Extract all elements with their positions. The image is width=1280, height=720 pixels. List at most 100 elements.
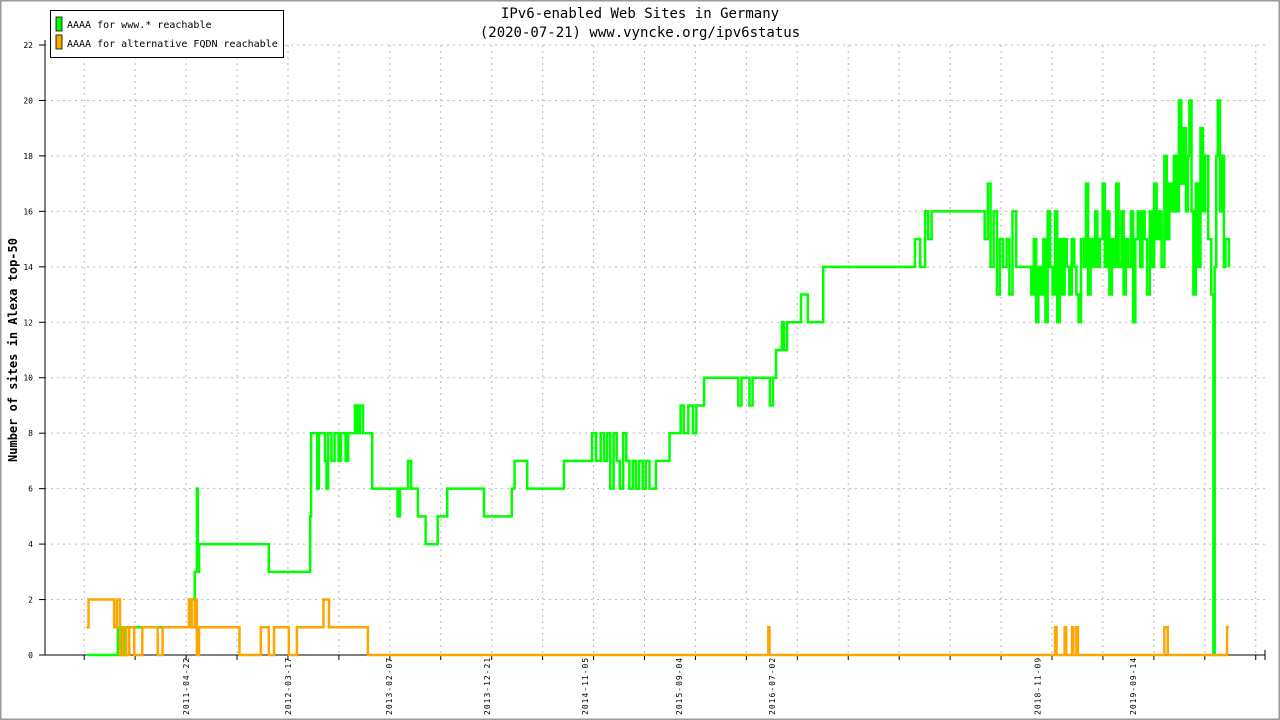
data-point: [1199, 127, 1202, 129]
data-point: [1070, 238, 1073, 240]
data-point: [740, 376, 743, 379]
data-point: [1127, 266, 1130, 268]
data-point: [914, 238, 916, 240]
data-point: [327, 432, 329, 434]
data-point: [1030, 293, 1033, 296]
data-point: [322, 432, 325, 434]
data-point: [1202, 210, 1204, 213]
data-point: [1122, 293, 1125, 296]
data-point: [1046, 210, 1049, 213]
data-point: [786, 321, 788, 324]
data-point: [737, 404, 740, 407]
data-point: [238, 654, 241, 656]
data-point: [1058, 238, 1061, 240]
data-point: [1054, 210, 1056, 213]
data-point: [996, 293, 998, 296]
data-point: [563, 460, 565, 462]
data-point: [133, 654, 136, 656]
data-point: [1066, 266, 1068, 268]
data-point: [526, 487, 528, 490]
data-point: [268, 654, 270, 656]
data-point: [359, 404, 361, 407]
data-point: [1228, 266, 1230, 268]
data-point: [1015, 266, 1017, 268]
data-point: [751, 376, 754, 379]
data-point: [1073, 266, 1076, 268]
y-tick-label: 0: [28, 651, 33, 660]
data-point: [1190, 210, 1193, 213]
x-tick-label: 2013-12-21: [483, 657, 492, 715]
data-point: [333, 432, 336, 434]
data-point: [606, 432, 608, 434]
data-point: [1182, 127, 1185, 129]
data-point: [161, 626, 164, 629]
data-point: [1195, 182, 1197, 185]
data-point: [268, 571, 270, 573]
data-point: [1089, 238, 1092, 240]
data-point: [1077, 321, 1080, 324]
data-point: [347, 432, 349, 434]
data-point: [679, 404, 682, 407]
data-point: [424, 543, 427, 545]
data-point: [628, 487, 631, 490]
data-point: [1087, 293, 1089, 296]
data-point: [1082, 266, 1085, 268]
data-point: [1153, 182, 1155, 185]
y-tick-label: 4: [28, 540, 33, 549]
data-point: [919, 266, 921, 268]
data-point: [197, 571, 199, 573]
data-point: [513, 460, 516, 462]
data-point: [446, 487, 449, 490]
x-tick-label: 2018-11-09: [1033, 657, 1042, 715]
data-point: [1149, 210, 1151, 213]
data-point: [1077, 654, 1079, 656]
data-point: [314, 432, 317, 434]
data-point: [1120, 210, 1123, 213]
data-point: [310, 432, 312, 434]
data-point: [1117, 266, 1120, 268]
data-point: [1099, 238, 1101, 240]
data-point: [775, 349, 777, 351]
data-point: [1085, 182, 1087, 185]
x-tick-label: 2013-02-07: [385, 657, 394, 715]
data-point: [769, 404, 771, 407]
y-tick-label: 22: [23, 41, 33, 50]
data-point: [296, 626, 298, 629]
data-point: [1170, 210, 1173, 213]
data-point: [1055, 654, 1058, 656]
data-point: [122, 626, 124, 629]
data-point: [328, 626, 330, 629]
data-point: [1141, 210, 1144, 213]
data-point: [410, 487, 412, 490]
data-point: [595, 460, 597, 462]
data-point: [768, 654, 771, 656]
data-point: [1210, 293, 1213, 296]
data-point: [1042, 238, 1045, 240]
data-point: [668, 432, 671, 434]
data-point: [648, 487, 651, 490]
data-point: [591, 432, 593, 434]
y-tick-label: 16: [23, 207, 33, 216]
data-point: [1226, 626, 1228, 629]
data-point: [635, 487, 637, 490]
data-point: [1037, 266, 1040, 268]
data-point: [407, 460, 409, 462]
data-point: [483, 515, 485, 518]
data-point: [687, 404, 690, 407]
data-point: [1163, 626, 1166, 629]
data-point: [1204, 155, 1206, 157]
x-tick-label: 2019-09-14: [1129, 657, 1138, 715]
data-point: [1044, 321, 1047, 324]
data-point: [638, 460, 640, 462]
x-tick-label: 2014-11-05: [581, 657, 590, 715]
data-point: [1224, 238, 1227, 240]
data-point: [767, 626, 770, 629]
data-point: [999, 238, 1001, 240]
chart-subtitle: (2020-07-21) www.vyncke.org/ipv6status: [480, 25, 800, 41]
data-point: [1061, 293, 1063, 296]
data-point: [615, 460, 618, 462]
x-tick-label: 2015-09-04: [675, 657, 684, 715]
data-point: [1049, 266, 1051, 268]
data-point: [1106, 210, 1108, 213]
data-point: [1075, 293, 1078, 296]
